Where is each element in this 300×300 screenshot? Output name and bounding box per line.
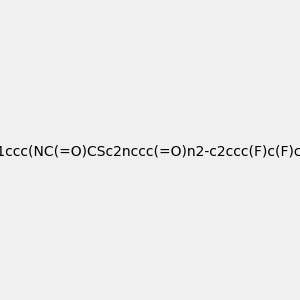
Text: COc1ccc(NC(=O)CSc2nccc(=O)n2-c2ccc(F)c(F)c2)cc1: COc1ccc(NC(=O)CSc2nccc(=O)n2-c2ccc(F)c(F… xyxy=(0,145,300,158)
